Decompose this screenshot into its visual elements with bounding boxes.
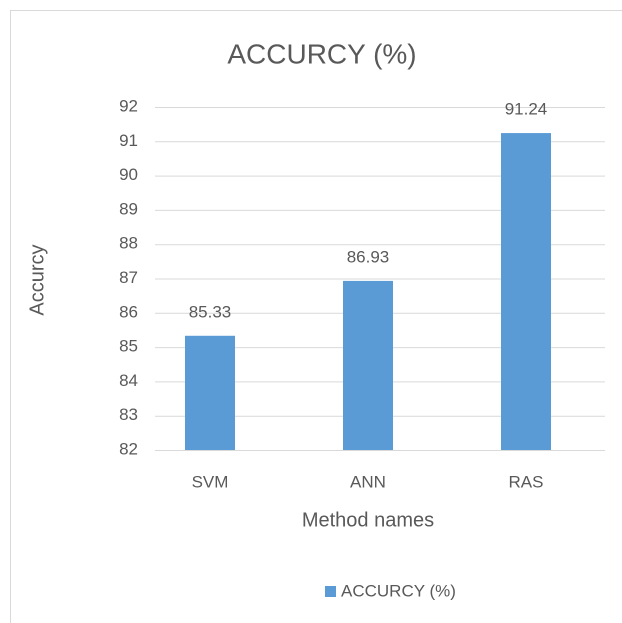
y-tick-label: 83 — [119, 405, 138, 424]
bar — [501, 133, 551, 450]
y-tick-label: 92 — [119, 96, 138, 115]
bar — [185, 335, 235, 450]
y-tick-label: 90 — [119, 165, 138, 184]
legend-swatch — [325, 586, 336, 597]
legend-label: ACCURCY (%) — [341, 581, 456, 600]
x-axis-label: Method names — [302, 509, 434, 531]
y-tick-label: 89 — [119, 199, 138, 218]
y-tick-label: 87 — [119, 268, 138, 287]
x-tick-label: RAS — [509, 472, 544, 491]
y-tick-label: 86 — [119, 302, 138, 321]
y-tick-label: 84 — [119, 371, 138, 390]
data-label: 91.24 — [505, 100, 548, 119]
chart-title: ACCURCY (%) — [227, 38, 416, 69]
y-axis-label: Accurcy — [26, 244, 48, 315]
y-tick-label: 85 — [119, 337, 138, 356]
x-tick-label: ANN — [350, 472, 386, 491]
y-tick-label: 91 — [119, 131, 138, 150]
y-tick-label: 88 — [119, 234, 138, 253]
x-tick-label: SVM — [192, 472, 229, 491]
data-label: 86.93 — [347, 247, 390, 266]
bar — [343, 280, 393, 450]
y-tick-label: 82 — [119, 439, 138, 458]
data-label: 85.33 — [189, 302, 232, 321]
